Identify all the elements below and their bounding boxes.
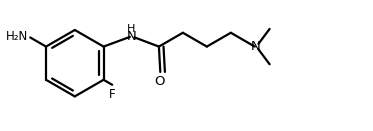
Text: O: O	[154, 75, 164, 88]
Text: N: N	[250, 40, 260, 53]
Text: H: H	[127, 24, 135, 34]
Text: F: F	[109, 88, 116, 101]
Text: N: N	[126, 30, 136, 43]
Text: H₂N: H₂N	[6, 31, 28, 43]
